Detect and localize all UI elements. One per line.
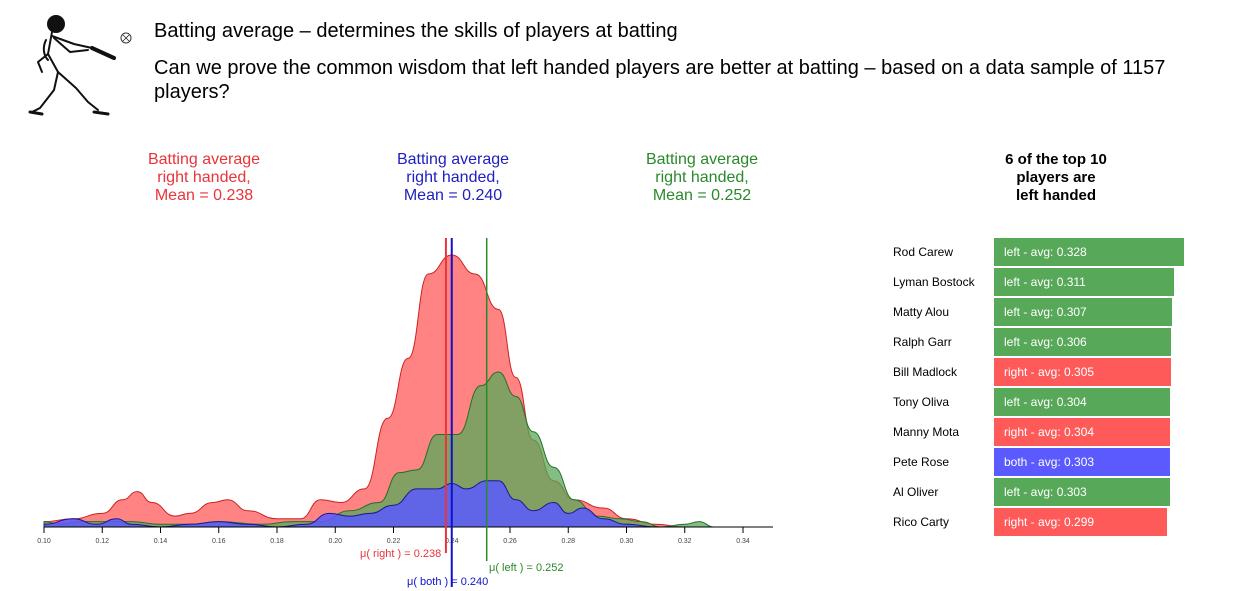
bar-category-label: Manny Mota [893, 425, 960, 439]
bar-left: left - avg: 0.328 [994, 238, 1184, 266]
x-tick-label: 0.30 [620, 538, 634, 545]
mean-label-line: right handed, [655, 169, 749, 186]
bar-category-label: Tony Oliva [893, 395, 950, 409]
x-tick-label: 0.26 [503, 538, 517, 545]
baseball-icon [120, 32, 132, 44]
mean-label-line: Batting average [147, 151, 261, 168]
bar-category-label: Al Oliver [893, 485, 939, 499]
bar-value-label: right - avg: 0.299 [1004, 515, 1095, 529]
bar-row: Manny Mota right - avg: 0.304 [893, 418, 1233, 446]
bar-category-label: Matty Alou [893, 305, 950, 319]
x-tick-label: 0.20 [328, 538, 342, 545]
mean-label-line: Batting average [396, 151, 510, 168]
bar-left: left - avg: 0.303 [994, 478, 1170, 506]
x-tick-label: 0.28 [561, 538, 575, 545]
mean-label-line: Mean = 0.252 [652, 187, 752, 204]
bar-row: Bill Madlock right - avg: 0.305 [893, 358, 1233, 386]
top-title-line: players are [1016, 169, 1096, 186]
bar-left: left - avg: 0.307 [994, 298, 1172, 326]
density-chart: 0.100.120.140.160.180.200.220.240.260.28… [37, 238, 773, 588]
top-title-line: left handed [1015, 187, 1096, 204]
bar-value-label: left - avg: 0.311 [1004, 275, 1086, 289]
mean-label-line: Mean = 0.240 [403, 187, 503, 204]
bar-category-label: Lyman Bostock [893, 275, 975, 289]
mean-label-line: Mean = 0.238 [154, 187, 254, 204]
bar-value-label: left - avg: 0.328 [1004, 245, 1087, 259]
bar-value-label: left - avg: 0.303 [1004, 485, 1087, 499]
bar-category-label: Bill Madlock [893, 365, 958, 379]
bar-value-label: both - avg: 0.303 [1004, 455, 1095, 469]
bar-left: left - avg: 0.306 [994, 328, 1172, 356]
bar-left: left - avg: 0.311 [994, 268, 1175, 296]
x-tick-label: 0.32 [678, 538, 692, 545]
top-players-title: 6 of the top 10 players are left handed [966, 151, 1146, 205]
bar-value-label: left - avg: 0.304 [1004, 395, 1087, 409]
bar-right: right - avg: 0.304 [994, 418, 1171, 446]
batter-logo [28, 15, 132, 116]
x-tick-label: 0.12 [95, 538, 109, 545]
x-tick-label: 0.14 [154, 538, 168, 545]
x-tick-label: 0.10 [37, 538, 51, 545]
bar-left: left - avg: 0.304 [994, 388, 1171, 416]
mean-label-right: Batting average right handed, Mean = 0.2… [119, 151, 289, 205]
bar-row: Rod Carew left - avg: 0.328 [893, 238, 1233, 266]
bar-value-label: right - avg: 0.304 [1004, 425, 1095, 439]
bar-category-label: Rod Carew [893, 245, 954, 259]
bar-row: Ralph Garr left - avg: 0.306 [893, 328, 1233, 356]
bar-category-label: Pete Rose [893, 455, 950, 469]
density-area-both [43, 480, 656, 528]
mean-line-label-right: μ( right ) = 0.238 [360, 548, 441, 560]
density-area-left [43, 371, 714, 528]
mean-label-line: right handed, [406, 169, 500, 186]
page-title: Batting average – determines the skills … [154, 20, 678, 42]
bar-both: both - avg: 0.303 [994, 448, 1170, 476]
mean-label-both: Batting average right handed, Mean = 0.2… [368, 151, 538, 205]
bar-value-label: right - avg: 0.305 [1004, 365, 1095, 379]
mean-line-label-both: μ( both ) = 0.240 [407, 576, 488, 588]
bar-value-label: left - avg: 0.306 [1004, 335, 1087, 349]
bar-right: right - avg: 0.299 [994, 508, 1168, 536]
bar-row: Tony Oliva left - avg: 0.304 [893, 388, 1233, 416]
bar-row: Al Oliver left - avg: 0.303 [893, 478, 1233, 506]
mean-label-left: Batting average right handed, Mean = 0.2… [617, 151, 787, 205]
bar-row: Lyman Bostock left - avg: 0.311 [893, 268, 1233, 296]
mean-label-line: Batting average [645, 151, 759, 168]
bar-row: Pete Rose both - avg: 0.303 [893, 448, 1233, 476]
bar-category-label: Rico Carty [893, 515, 950, 529]
bar-row: Rico Carty right - avg: 0.299 [893, 508, 1233, 536]
density-area-right [43, 254, 685, 528]
x-tick-label: 0.16 [212, 538, 226, 545]
bar-row: Matty Alou left - avg: 0.307 [893, 298, 1233, 326]
mean-label-line: right handed, [157, 169, 251, 186]
bar-category-label: Ralph Garr [893, 335, 952, 349]
mean-line-label-left: μ( left ) = 0.252 [489, 562, 564, 574]
page-subtitle: Can we prove the common wisdom that left… [154, 57, 1166, 103]
x-tick-label: 0.34 [736, 538, 750, 545]
x-tick-label: 0.22 [387, 538, 401, 545]
bar-value-label: left - avg: 0.307 [1004, 305, 1087, 319]
top-title-line: 6 of the top 10 [1005, 151, 1107, 168]
bar-right: right - avg: 0.305 [994, 358, 1171, 386]
x-tick-label: 0.18 [270, 538, 284, 545]
